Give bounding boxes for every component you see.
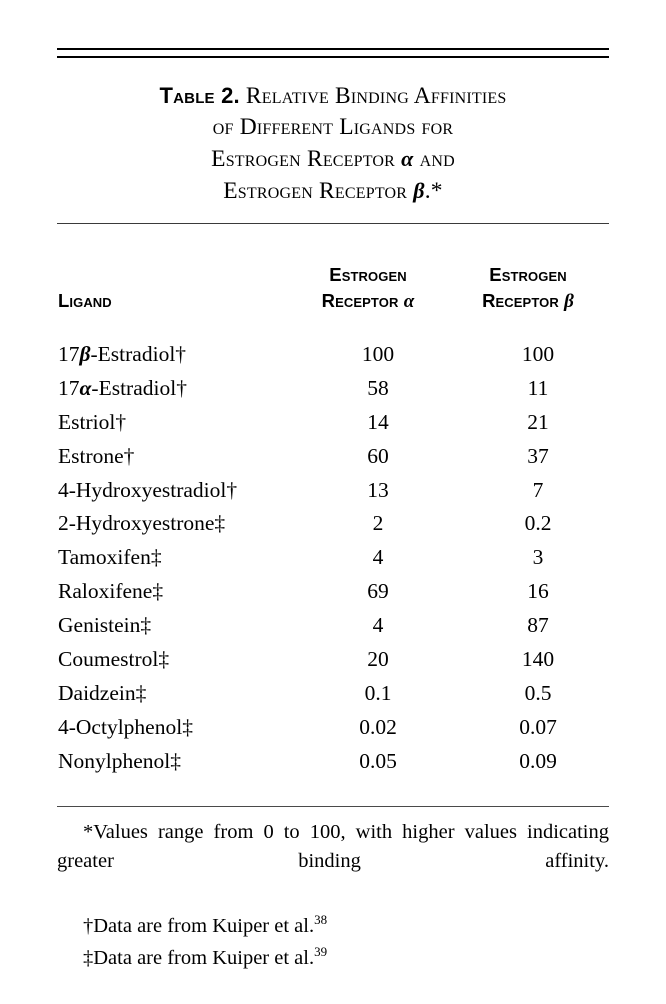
table-row: 4-Octylphenol‡ 0.02 0.07 [57,711,609,745]
cell-estrogen-receptor-beta: 21 [527,409,549,434]
cell-ligand: Estrone† [58,443,135,468]
footnote-double-dagger: ‡Data are from Kuiper et al.39 [57,944,609,973]
cell-estrogen-receptor-beta: 100 [521,342,555,366]
alpha-glyph: α [403,291,415,312]
top-rule-inner [57,56,609,58]
title-line-3-post: and [419,146,455,172]
table-number-label: Table 2. [159,83,240,108]
title-line-2: of Different Ligands for [212,114,454,140]
title-line-1-text: Relative Binding Affinities [245,83,507,109]
cell-ligand: Raloxifene‡ [58,579,164,604]
cell-estrogen-receptor-beta: 0.07 [519,714,557,739]
cell-ligand: 17β-Estradiol† [58,338,186,372]
title-line-3: Estrogen Receptor α and [57,143,609,175]
column-header-alpha-receptor: Receptor [321,290,399,311]
cell-estrogen-receptor-alpha: 0.02 [359,714,397,739]
ligand-prefix: 17 [58,342,80,366]
cell-estrogen-receptor-beta: 0.09 [519,748,557,773]
column-header-ligand: Ligand [58,290,112,311]
cell-estrogen-receptor-beta: 140 [521,647,555,672]
column-header-beta-receptor: Receptor [482,290,559,311]
beta-glyph: β [79,342,91,366]
cell-estrogen-receptor-alpha: 20 [367,647,389,672]
beta-glyph: β [564,291,574,312]
title-line-4-pre: Estrogen Receptor [223,178,408,204]
table-row: 17β-Estradiol† 100 100 [57,338,609,372]
cell-estrogen-receptor-alpha: 14 [367,409,389,434]
cell-ligand: 2-Hydroxyestrone‡ [58,511,226,536]
footnote-dagger-text: †Data are from Kuiper et al. [83,914,315,937]
table-title: Table 2. Relative Binding Affinities of … [57,80,609,207]
cell-ligand: Tamoxifen‡ [58,545,162,570]
footer-divider-rule [57,806,609,807]
column-header-estrogen-receptor-beta: Estrogen Receptor β [438,262,618,315]
cell-estrogen-receptor-alpha: 60 [367,443,389,468]
cell-estrogen-receptor-beta: 37 [527,443,549,468]
cell-estrogen-receptor-beta: 11 [527,375,549,400]
cell-ligand: 4-Hydroxyestradiol† [58,477,238,502]
column-header-alpha-line2: Receptor α [278,288,458,315]
table-row: Nonylphenol‡ 0.05 0.09 [57,745,609,779]
column-header-beta-line2: Receptor β [438,288,618,315]
alpha-glyph: α [79,375,92,400]
footnote-dagger-reference: 38 [314,911,328,927]
cell-estrogen-receptor-alpha: 69 [367,579,389,604]
table-row: 4-Hydroxyestradiol† 13 7 [57,474,609,508]
footnote-asterisk: *Values range from 0 to 100, with higher… [57,821,609,872]
title-line-4: Estrogen Receptor β.* [57,175,609,207]
ligand-suffix: -Estradiol† [91,375,187,400]
footnotes: *Values range from 0 to 100, with higher… [57,818,609,977]
column-header-estrogen-receptor-alpha: Estrogen Receptor α [278,262,458,315]
footnote-double-dagger-text: ‡Data are from Kuiper et al. [83,947,315,969]
title-line-4-post: .* [424,178,443,204]
cell-estrogen-receptor-beta: 3 [532,545,544,570]
cell-estrogen-receptor-beta: 0.5 [524,680,552,705]
table-row: Daidzein‡ 0.1 0.5 [57,677,609,711]
table-row: Coumestrol‡ 20 140 [57,643,609,677]
table-header-row: Ligand Estrogen Receptor α Estrogen Rece… [57,262,609,318]
title-line-1: Table 2. Relative Binding Affinities [57,80,609,112]
cell-estrogen-receptor-alpha: 4 [372,545,384,570]
cell-estrogen-receptor-alpha: 100 [361,342,395,366]
table-row: Tamoxifen‡ 4 3 [57,541,609,575]
ligand-suffix: -Estradiol† [90,342,187,366]
cell-ligand: Daidzein‡ [58,680,147,705]
cell-estrogen-receptor-alpha: 4 [372,613,384,638]
top-rule-outer [57,48,609,50]
table-row: 17α-Estradiol† 58 11 [57,372,609,406]
column-header-alpha-line1: Estrogen [329,264,407,285]
cell-estrogen-receptor-alpha: 0.1 [364,680,392,705]
column-header-beta-line1: Estrogen [489,264,567,285]
table-row: Estrone† 60 37 [57,440,609,474]
cell-ligand: Genistein‡ [58,613,152,638]
cell-estrogen-receptor-alpha: 2 [372,511,384,536]
title-line-3-pre: Estrogen Receptor [211,146,396,172]
cell-ligand: Estriol† [58,409,127,434]
beta-glyph: β [413,178,425,203]
cell-estrogen-receptor-beta: 7 [532,477,544,502]
footnote-dagger: †Data are from Kuiper et al.38 [57,912,609,941]
cell-estrogen-receptor-alpha: 13 [367,477,389,502]
title-divider-rule [57,223,609,224]
alpha-glyph: α [401,146,414,171]
cell-ligand: 17α-Estradiol† [58,372,187,406]
ligand-prefix: 17 [58,375,80,400]
footnote-double-dagger-reference: 39 [314,944,328,960]
table-row: Raloxifene‡ 69 16 [57,575,609,609]
table-row: Genistein‡ 4 87 [57,609,609,643]
cell-ligand: Coumestrol‡ [58,647,170,672]
table-row: 2-Hydroxyestrone‡ 2 0.2 [57,507,609,541]
cell-estrogen-receptor-alpha: 58 [367,375,389,400]
table-row: Estriol† 14 21 [57,406,609,440]
cell-estrogen-receptor-alpha: 0.05 [359,748,397,773]
cell-ligand: Nonylphenol‡ [58,748,182,773]
cell-estrogen-receptor-beta: 87 [527,613,549,638]
cell-estrogen-receptor-beta: 16 [527,579,549,604]
cell-ligand: 4-Octylphenol‡ [58,714,193,739]
table-body: 17β-Estradiol† 100 100 17α-Estradiol† 58 11 Es… [57,338,609,779]
cell-estrogen-receptor-beta: 0.2 [524,511,552,536]
